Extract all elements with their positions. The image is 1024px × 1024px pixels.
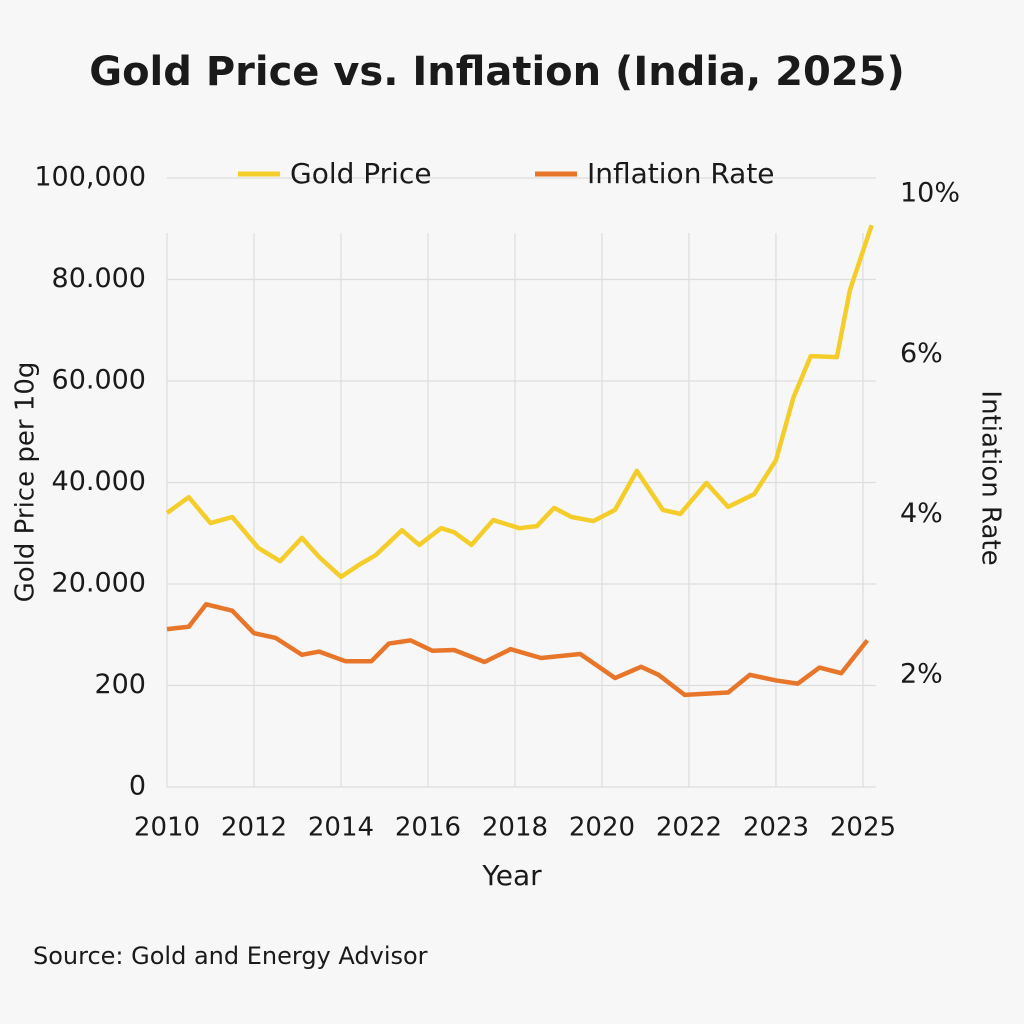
x-tick-label: 2012 [221, 813, 287, 843]
x-tick-label: 2020 [569, 813, 635, 843]
x-axis-title: Year [481, 859, 542, 892]
chart-title: Gold Price vs. Inflation (India, 2025) [89, 49, 905, 95]
y-tick-label: 100,000 [34, 162, 146, 193]
y2-tick-label: 2% [900, 658, 943, 689]
data-line [165, 224, 874, 580]
x-tick-label: 2014 [308, 813, 374, 843]
y-tick-label: 0 [129, 771, 146, 802]
y-tick-label: 40.000 [52, 466, 146, 497]
source-note: Source: Gold and Energy Advisor [33, 942, 428, 970]
y-tick-label: 60.000 [52, 365, 146, 396]
legend-label: Inflation Rate [587, 157, 775, 190]
y-tick-label: 20.000 [52, 568, 146, 599]
x-tick-label: 2018 [482, 813, 548, 843]
y2-tick-label: 6% [900, 338, 943, 369]
data-line [166, 602, 870, 698]
y2-tick-label: 4% [900, 498, 943, 529]
y2-tick-label: 10% [900, 178, 960, 209]
y-tick-label: 200 [94, 669, 146, 700]
x-tick-label: 2025 [830, 813, 896, 843]
legend-label: Gold Price [290, 157, 432, 190]
x-tick-label: 2010 [134, 813, 200, 843]
y2-axis-title: Intiation Rate [976, 390, 1006, 565]
y-tick-label: 80.000 [52, 263, 146, 294]
x-tick-label: 2022 [656, 813, 722, 843]
x-tick-label: 2016 [395, 813, 461, 843]
x-tick-label: 2023 [743, 813, 809, 843]
y-axis-title: Gold Price per 10g [11, 362, 41, 603]
